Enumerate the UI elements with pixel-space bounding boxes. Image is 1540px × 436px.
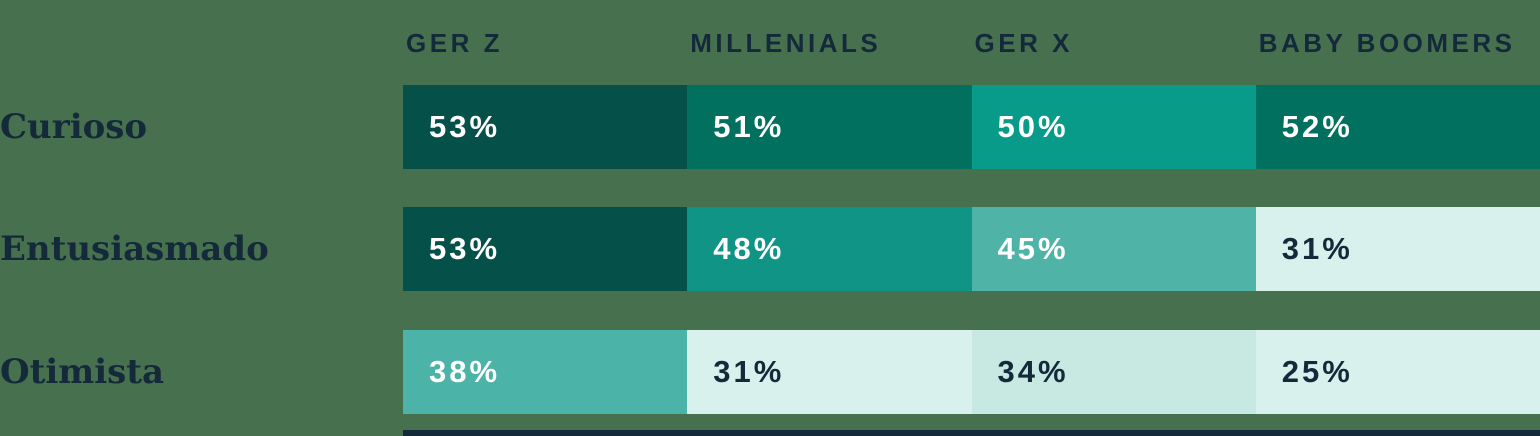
row-label-curioso: Curioso (0, 107, 148, 147)
column-header-ger-x: GER X (974, 28, 1073, 58)
heatmap-cell-otimista-ger-x: 34% (971, 330, 1256, 414)
row-label-entusiasmado: Entusiasmado (0, 229, 269, 269)
bottom-baseline-bar (403, 430, 1540, 436)
column-header-millenials: MILLENIALS (690, 28, 882, 58)
heatmap-cell-entusiasmado-baby-boomers: 31% (1255, 207, 1540, 291)
heatmap-cell-entusiasmado-ger-z: 53% (403, 207, 688, 291)
row-curioso: Curioso 53% 51% 50% 52% (0, 85, 1540, 169)
row-label-otimista: Otimista (0, 352, 165, 392)
heatmap-cell-curioso-millenials: 51% (687, 85, 972, 169)
heatmap-cell-curioso-ger-x: 50% (971, 85, 1256, 169)
heatmap-cell-otimista-baby-boomers: 25% (1255, 330, 1540, 414)
row-gap (0, 169, 1540, 207)
column-header-row: GER Z MILLENIALS GER X BABY BOOMERS (0, 0, 1540, 85)
heatmap-cell-entusiasmado-millenials: 48% (687, 207, 972, 291)
header-spacer (0, 0, 403, 85)
baseline-gap (0, 414, 1540, 430)
row-entusiasmado: Entusiasmado 53% 48% 45% 31% (0, 207, 1540, 291)
heatmap-cell-entusiasmado-ger-x: 45% (971, 207, 1256, 291)
heatmap-cell-curioso-ger-z: 53% (403, 85, 688, 169)
heatmap-cell-otimista-millenials: 31% (687, 330, 972, 414)
column-header-ger-z: GER Z (406, 28, 503, 58)
column-header-baby-boomers: BABY BOOMERS (1258, 28, 1516, 58)
row-gap (0, 291, 1540, 330)
heatmap-cell-otimista-ger-z: 38% (403, 330, 688, 414)
heatmap-cell-curioso-baby-boomers: 52% (1255, 85, 1540, 169)
row-otimista: Otimista 38% 31% 34% 25% (0, 330, 1540, 414)
